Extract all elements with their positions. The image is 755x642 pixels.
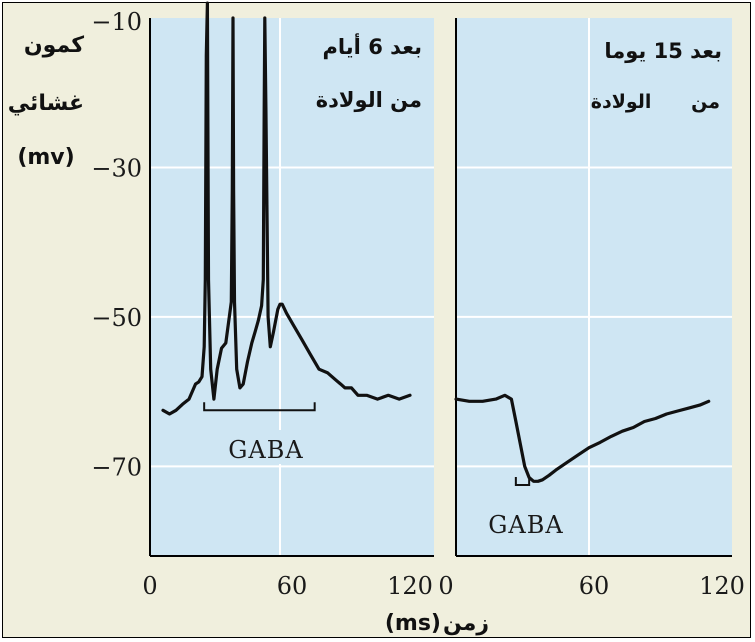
gaba-bracket-right [514,477,531,487]
trace-15-days [454,393,711,483]
panel-left-title-line1: بعد 6 أيام [323,32,422,59]
gaba-label-left: GABA [228,436,303,464]
x-tick-right-60: 60 [579,572,610,600]
panel-right-title-line1: بعد 15 يوما [604,39,722,63]
x-axis-label: زمن [443,611,489,636]
trace-6-days [161,1,412,416]
y-tick-label: −50 [91,304,142,332]
grid-left [150,18,434,556]
panel-right-title-line2: من الولادة [591,91,720,113]
gaba-label-bg-right [474,508,578,542]
x-axis-unit: (ms) [385,611,441,636]
x-tick-right-0: 0 [438,572,453,600]
x-tick-left-120: 120 [387,572,433,600]
gaba-label-bg-left [212,430,320,464]
gaba-bracket-left [203,402,316,412]
x-tick-right-120: 120 [699,572,745,600]
x-tick-left-60: 60 [277,572,308,600]
y-tick-label: −10 [91,8,142,36]
x-tick-left-0: 0 [142,572,157,600]
y-axis-label-line1: كمون [24,33,84,58]
gaba-label-right: GABA [488,511,563,539]
y-axis-label-line2: غشائي [8,91,84,116]
y-tick-label: −30 [91,154,142,182]
y-tick-label: −70 [91,453,142,481]
y-axis-unit: (mv) [17,145,74,170]
y-tick-labels: −10 −30 −50 −70 [91,8,142,481]
panel-left-title-line2: من الولادة [316,88,422,112]
grid-right [456,18,732,556]
